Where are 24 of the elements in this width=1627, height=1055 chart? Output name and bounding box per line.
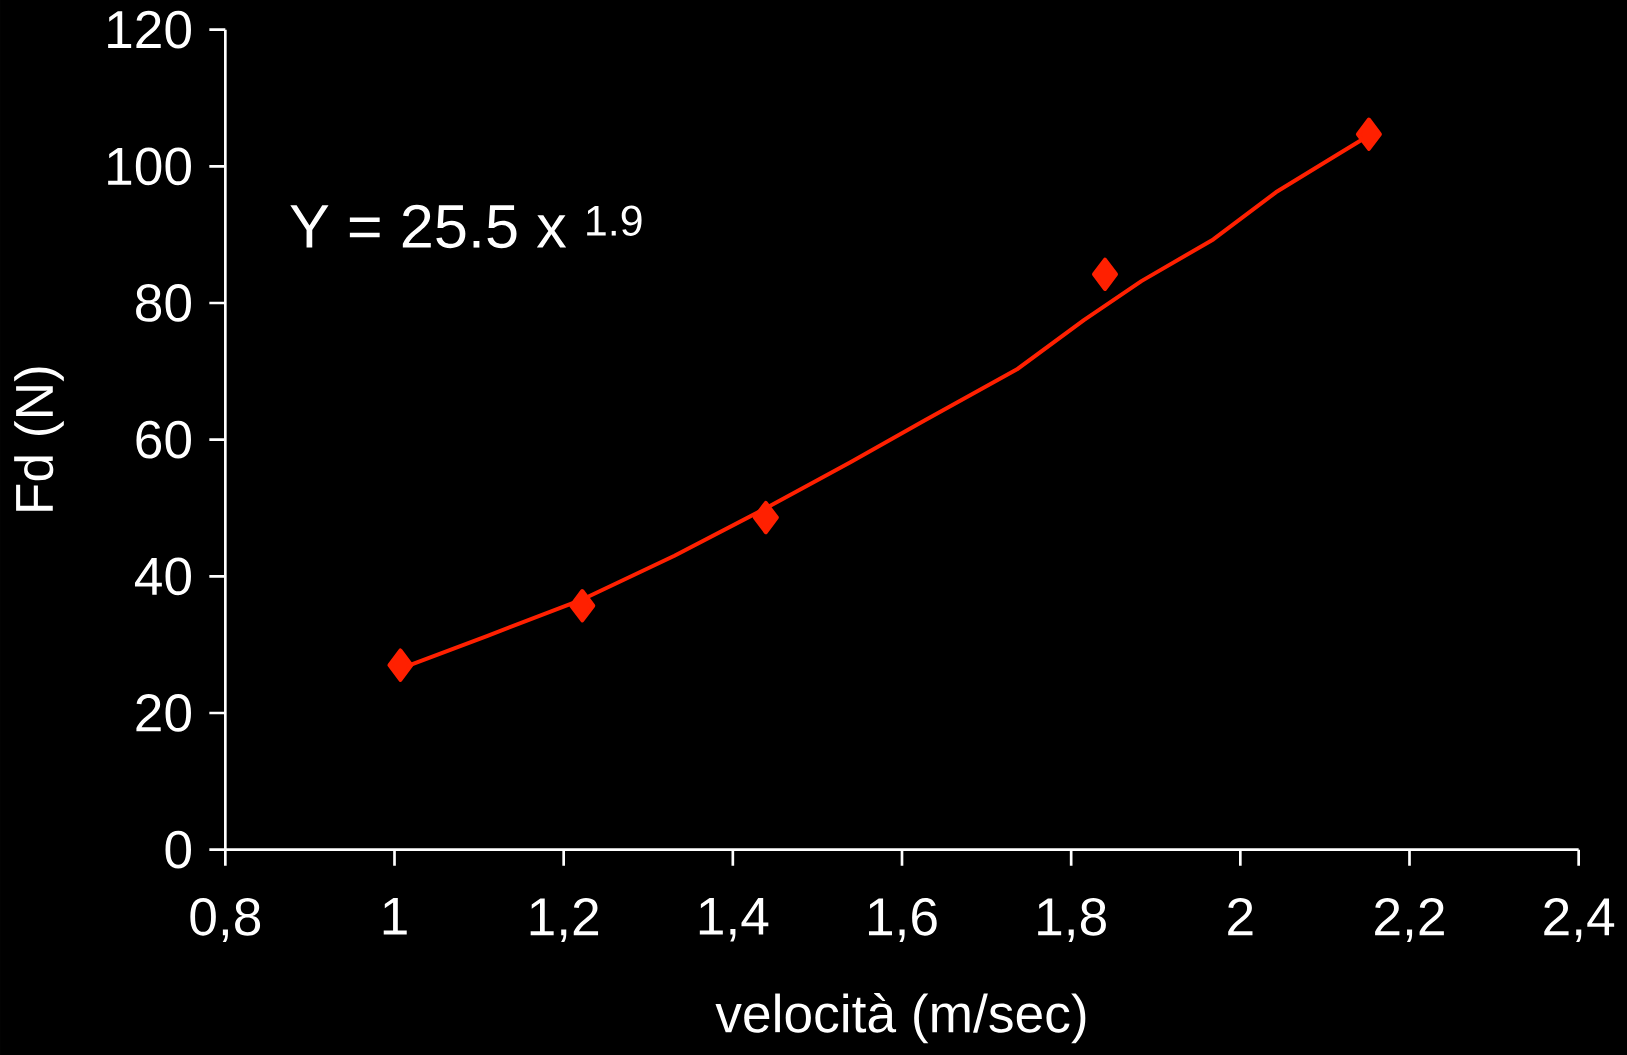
y-tick-label: 60 [136, 420, 191, 459]
y-tick-label: 20 [136, 694, 191, 732]
x-tick-label: 0,8 [190, 897, 261, 942]
point [752, 500, 779, 535]
y-axis-title: Fd (N) [14, 367, 64, 511]
point [387, 648, 414, 682]
point [1092, 257, 1118, 291]
y-tick-label: 0 [165, 830, 191, 869]
x-tick-label: 1,4 [699, 897, 769, 942]
x-tick-label: 1 [383, 897, 407, 935]
y-tick-label: 120 [108, 10, 191, 49]
y-tick-label: 100 [108, 147, 191, 186]
x-tick-label: 2,2 [1375, 897, 1444, 942]
y-tick-label: 40 [134, 557, 191, 596]
x-tick-label: 2,4 [1544, 897, 1615, 942]
annotation: Y = 25.5 x $^{1.9}$ [290, 204, 642, 249]
x-tick-label: 2 [1228, 897, 1253, 936]
x-tick-label: 1,6 [868, 897, 937, 942]
x-tick-label: 1,8 [1038, 897, 1106, 942]
y-tick-label: 80 [136, 284, 191, 322]
point [569, 589, 596, 623]
x-axis-title: velocità (m/sec) [715, 992, 1086, 1044]
x-tick-label: 1,2 [530, 897, 599, 942]
point [1355, 117, 1382, 151]
